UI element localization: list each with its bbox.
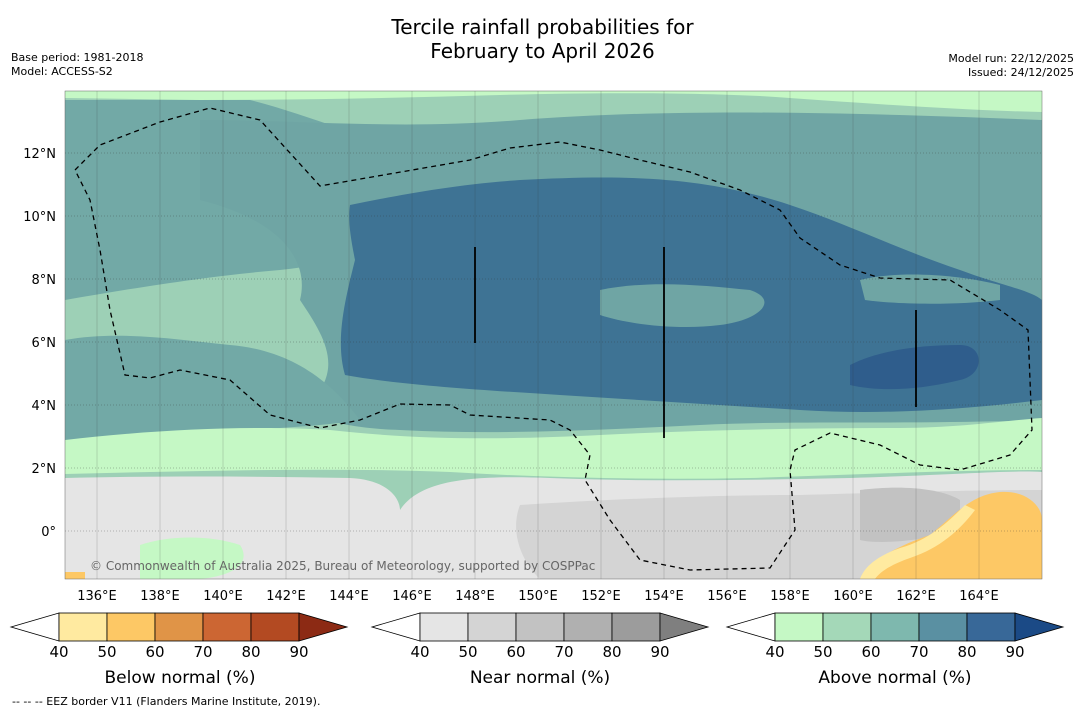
map-title-line2: February to April 2026: [430, 39, 655, 63]
eez-footnote: -- -- -- EEZ border V11 (Flanders Marine…: [12, 695, 321, 708]
below-normal-tick-label: 60: [145, 643, 165, 661]
lon-label: 136°E: [77, 589, 117, 604]
lon-label: 160°E: [833, 589, 873, 604]
lon-label: 140°E: [203, 589, 243, 604]
region-markers: [474, 247, 917, 438]
below-normal-colorbar-segment: [154, 612, 204, 642]
near-normal-colorbar-segment: [563, 612, 613, 642]
below-normal-colorbar-segment: [250, 612, 300, 642]
above-normal-colorbar-segment: [822, 612, 872, 642]
lon-label: 152°E: [581, 589, 621, 604]
below-normal-colorbar-high-arrow: [298, 612, 349, 642]
lon-label: 158°E: [770, 589, 810, 604]
above-normal-tick-label: 80: [957, 643, 977, 661]
lat-label: 6°N: [32, 336, 57, 351]
model-name: Model: ACCESS-S2: [11, 65, 113, 78]
lon-label: 146°E: [392, 589, 432, 604]
lat-label: 4°N: [32, 399, 57, 414]
graticule: [65, 152, 1042, 532]
above-normal-colorbar-segment: [774, 612, 824, 642]
lon-label: 142°E: [266, 589, 306, 604]
lon-label: 154°E: [644, 589, 684, 604]
above-normal-tick-label: 50: [813, 643, 833, 661]
above-normal-label: Above normal (%): [818, 668, 972, 688]
above-normal-colorbar-high-arrow: [1014, 612, 1065, 642]
near-normal-colorbar-high-arrow: [659, 612, 710, 642]
above-normal-colorbar-segment: [870, 612, 920, 642]
lat-label: 0°: [41, 525, 56, 540]
below-normal-label: Below normal (%): [104, 668, 256, 688]
lon-label: 148°E: [455, 589, 495, 604]
below-normal-tick-label: 80: [241, 643, 261, 661]
eez-border: [74, 107, 1033, 571]
above-normal-tick-label: 40: [765, 643, 785, 661]
lat-label: 2°N: [32, 462, 57, 477]
near-normal-tick-label: 70: [554, 643, 574, 661]
lon-label: 144°E: [329, 589, 369, 604]
lon-label: 156°E: [707, 589, 747, 604]
below-normal-colorbar-segment: [202, 612, 252, 642]
near-normal-colorbar-segment: [467, 612, 517, 642]
above-normal-tick-label: 90: [1005, 643, 1025, 661]
above-normal-colorbar-low-arrow: [725, 612, 776, 642]
below-normal-tick-label: 50: [97, 643, 117, 661]
lon-label: 162°E: [896, 589, 936, 604]
near-normal-tick-label: 60: [506, 643, 526, 661]
model-run: Model run: 22/12/2025: [948, 52, 1074, 65]
near-normal-colorbar-segment: [611, 612, 661, 642]
base-period: Base period: 1981-2018: [11, 51, 144, 64]
above-normal-tick-label: 70: [909, 643, 929, 661]
above-normal-colorbar-segment: [966, 612, 1016, 642]
lon-label: 164°E: [959, 589, 999, 604]
near-normal-label: Near normal (%): [469, 668, 611, 688]
below-normal-colorbar-segment: [58, 612, 108, 642]
near-normal-tick-label: 90: [650, 643, 670, 661]
lat-label: 12°N: [23, 147, 56, 162]
above-normal-colorbar-segment: [918, 612, 968, 642]
near-normal-colorbar-low-arrow: [370, 612, 421, 642]
issued-date: Issued: 24/12/2025: [967, 66, 1074, 79]
map-title-line1: Tercile rainfall probabilities for: [391, 15, 694, 39]
colorbar-group: [9, 612, 1065, 642]
below-normal-colorbar-segment: [106, 612, 156, 642]
below-normal-tick-label: 90: [289, 643, 309, 661]
probability-field: [65, 91, 1042, 579]
below-normal-colorbar-low-arrow: [9, 612, 60, 642]
lon-label: 138°E: [140, 589, 180, 604]
near-normal-colorbar-segment: [515, 612, 565, 642]
near-normal-tick-label: 40: [410, 643, 430, 661]
lat-label: 8°N: [32, 273, 57, 288]
near-normal-tick-label: 50: [458, 643, 478, 661]
below-normal-tick-label: 40: [49, 643, 69, 661]
lon-label: 150°E: [518, 589, 558, 604]
near-normal-tick-label: 80: [602, 643, 622, 661]
above-normal-tick-label: 60: [861, 643, 881, 661]
copyright-text: © Commonwealth of Australia 2025, Bureau…: [90, 559, 595, 573]
below-normal-tick-label: 70: [193, 643, 213, 661]
near-normal-colorbar-segment: [419, 612, 469, 642]
lat-label: 10°N: [23, 210, 56, 225]
